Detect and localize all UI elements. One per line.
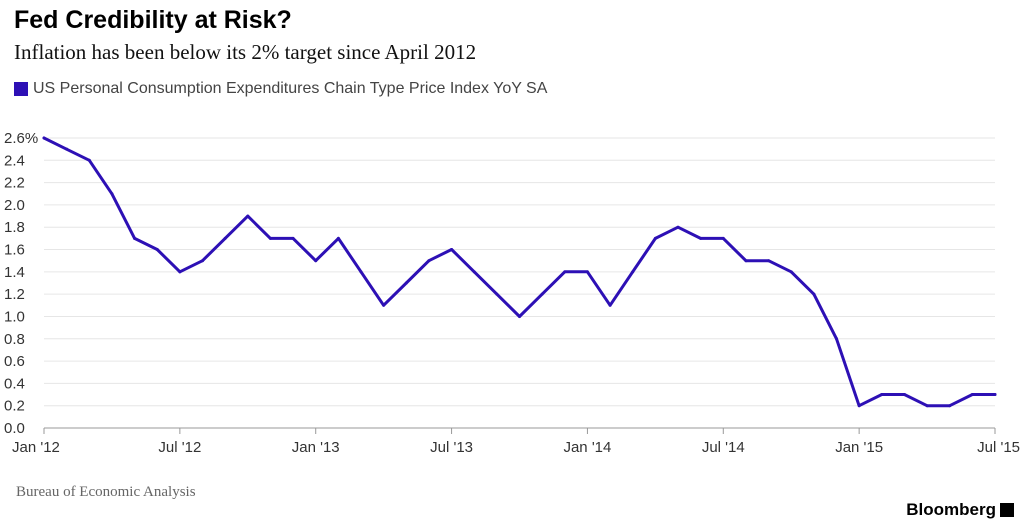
- data-point: [42, 136, 46, 140]
- data-point: [495, 292, 499, 296]
- x-tick-label: Jul '15: [977, 439, 1020, 456]
- data-point: [359, 270, 363, 274]
- y-tick-label: 1.4: [4, 264, 25, 281]
- data-point: [178, 270, 182, 274]
- data-point: [133, 236, 137, 240]
- legend-swatch: [14, 82, 28, 96]
- data-point: [155, 248, 159, 252]
- brand-name: Bloomberg: [906, 500, 996, 519]
- legend-label: US Personal Consumption Expenditures Cha…: [33, 80, 548, 97]
- y-tick-label: 0.2: [4, 398, 25, 415]
- data-point: [404, 281, 408, 285]
- data-point: [472, 270, 476, 274]
- y-tick-label: 1.0: [4, 308, 25, 325]
- data-point: [970, 393, 974, 397]
- data-point: [563, 270, 567, 274]
- y-tick-label: 0.0: [4, 420, 25, 437]
- data-point: [608, 303, 612, 307]
- x-tick-label: Jan '13: [292, 439, 340, 456]
- data-point: [857, 404, 861, 408]
- x-tick-label: Jan '12: [12, 439, 60, 456]
- data-point: [314, 259, 318, 263]
- data-point: [676, 225, 680, 229]
- data-point: [223, 236, 227, 240]
- legend: US Personal Consumption Expenditures Cha…: [14, 80, 547, 98]
- y-tick-label: 2.2: [4, 175, 25, 192]
- data-point: [65, 147, 69, 151]
- y-tick-label: 2.4: [4, 152, 25, 169]
- data-point: [789, 270, 793, 274]
- y-tick-label: 2.6%: [4, 130, 38, 147]
- data-point: [925, 404, 929, 408]
- x-tick-label: Jan '14: [563, 439, 611, 456]
- x-tick-label: Jan '15: [835, 439, 883, 456]
- data-point: [721, 236, 725, 240]
- bloomberg-icon: [1000, 503, 1014, 517]
- y-tick-label: 1.2: [4, 286, 25, 303]
- x-tick-label: Jul '13: [430, 439, 473, 456]
- data-point: [585, 270, 589, 274]
- y-tick-label: 0.6: [4, 353, 25, 370]
- x-tick-label: Jul '12: [158, 439, 201, 456]
- data-point: [268, 236, 272, 240]
- data-point: [518, 314, 521, 318]
- x-tick-label: Jul '14: [702, 439, 745, 456]
- data-point: [336, 236, 340, 240]
- data-point: [246, 214, 250, 218]
- y-tick-label: 2.0: [4, 197, 25, 214]
- data-point: [699, 236, 703, 240]
- data-point: [291, 236, 295, 240]
- data-point: [902, 393, 906, 397]
- data-point: [812, 292, 816, 296]
- chart-title: Fed Credibility at Risk?: [14, 6, 292, 34]
- chart-subtitle: Inflation has been below its 2% target s…: [14, 40, 477, 64]
- data-point: [631, 270, 635, 274]
- data-point: [87, 158, 91, 162]
- data-point: [744, 259, 748, 263]
- source-label: Bureau of Economic Analysis: [16, 484, 196, 500]
- data-point: [427, 259, 431, 263]
- data-point: [382, 303, 386, 307]
- y-tick-label: 1.8: [4, 219, 25, 236]
- data-point: [993, 393, 997, 397]
- data-point: [835, 337, 838, 341]
- data-point: [767, 259, 771, 263]
- data-point: [948, 404, 952, 408]
- data-point: [540, 292, 544, 296]
- data-point: [450, 248, 454, 252]
- brand-logo: Bloomberg: [906, 500, 1014, 520]
- y-tick-label: 0.4: [4, 375, 25, 392]
- data-point: [653, 236, 657, 240]
- data-point: [201, 259, 204, 263]
- data-point: [880, 393, 884, 397]
- y-tick-label: 0.8: [4, 331, 25, 348]
- y-tick-label: 1.6: [4, 242, 25, 259]
- data-point: [110, 192, 114, 196]
